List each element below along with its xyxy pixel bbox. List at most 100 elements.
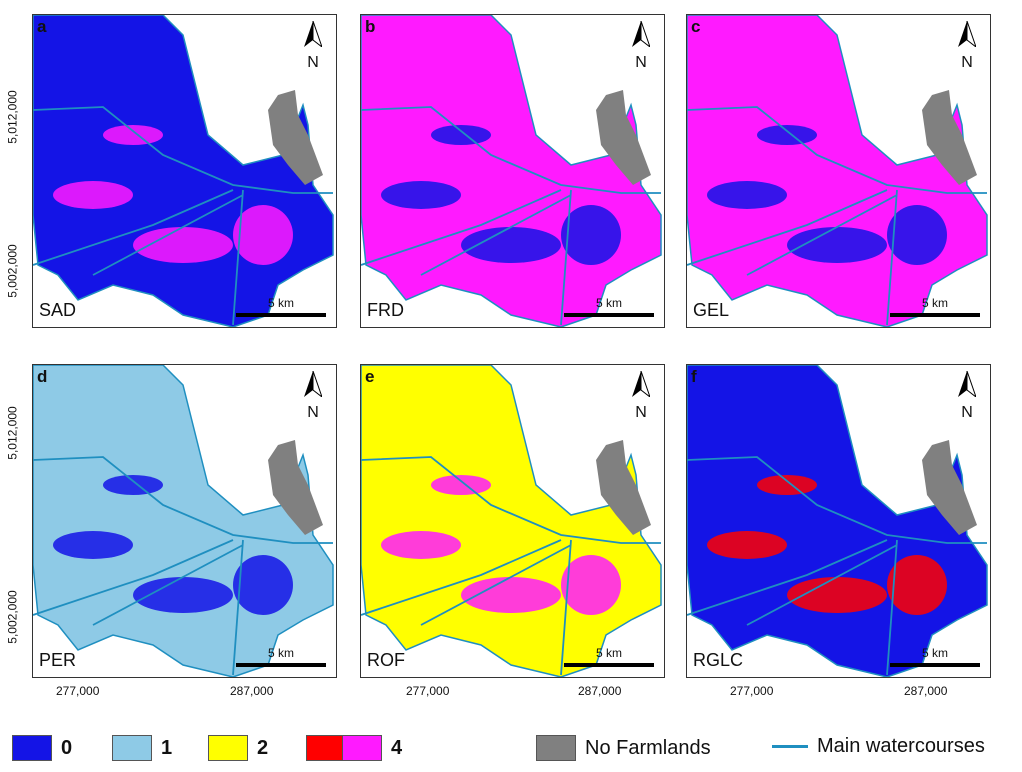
watercourse-lines <box>361 456 661 676</box>
panel-code: SAD <box>39 300 77 320</box>
y-tick-label-bottom-2: 5,002,000 <box>5 590 20 644</box>
watercourse-lines <box>33 106 333 326</box>
legend-swatch-0 <box>12 735 52 761</box>
class-patch-2 <box>887 205 947 265</box>
scale-bar: 5 km <box>236 646 326 667</box>
legend-swatch-no-farmlands <box>536 735 576 761</box>
panel-letter: a <box>37 17 47 36</box>
land-area <box>33 365 334 677</box>
legend-label-1: 1 <box>161 736 173 759</box>
legend-swatch-4 <box>342 735 382 761</box>
class-patch-2 <box>233 205 293 265</box>
panel-code: ROF <box>367 650 405 670</box>
class-patch-2 <box>887 555 947 615</box>
legend-class-0: 0 <box>12 735 72 761</box>
north-arrow-icon: N <box>628 370 654 422</box>
panel-code: GEL <box>693 300 730 320</box>
class-patch-0 <box>381 181 461 209</box>
x-tick-label-f-2: 287,000 <box>904 684 948 698</box>
class-patch-0 <box>53 181 133 209</box>
map-panel-a: a SAD N 5 km <box>32 14 337 328</box>
scale-bar: 5 km <box>564 646 654 667</box>
legend-label-4: 4 <box>391 736 403 759</box>
map-panel-c: c GEL N 5 km <box>686 14 991 328</box>
watercourse-lines <box>361 106 661 326</box>
class-patch-3 <box>757 125 817 145</box>
no-farmland-area <box>268 440 323 535</box>
class-patch-3 <box>103 475 163 495</box>
legend-label-2: 2 <box>257 736 269 759</box>
class-patch-0 <box>53 531 133 559</box>
legend-no-farmlands: No Farmlands <box>536 735 711 761</box>
legend-swatch-1 <box>112 735 152 761</box>
legend-class-1: 1 <box>112 735 172 761</box>
watercourse-lines <box>687 106 987 326</box>
north-arrow-icon: N <box>300 370 326 422</box>
scale-bar: 5 km <box>236 296 326 317</box>
legend-class-4b: 4 <box>342 735 402 761</box>
y-tick-label-top-1: 5,012,000 <box>5 90 20 144</box>
no-farmland-area <box>596 440 651 535</box>
map-svg <box>687 365 988 677</box>
panel-code: RGLC <box>693 650 744 670</box>
land-area <box>361 365 662 677</box>
legend-swatch-3 <box>306 735 346 761</box>
legend-class-2: 2 <box>208 735 268 761</box>
no-farmland-area <box>922 90 977 185</box>
y-tick-label-bottom-1: 5,002,000 <box>5 244 20 298</box>
x-tick-label-d-2: 287,000 <box>230 684 274 698</box>
watercourse-lines <box>687 456 987 676</box>
panel-code: PER <box>39 650 77 670</box>
watercourse-lines <box>33 456 333 676</box>
map-panel-b: b FRD N 5 km <box>360 14 665 328</box>
north-arrow-icon: N <box>300 20 326 72</box>
class-patch-0 <box>381 531 461 559</box>
x-tick-label-d-1: 277,000 <box>56 684 100 698</box>
land-area <box>33 15 334 327</box>
no-farmland-area <box>268 90 323 185</box>
x-tick-label-e-1: 277,000 <box>406 684 450 698</box>
legend-line-watercourses <box>772 745 808 748</box>
class-patch-1 <box>133 577 233 613</box>
legend-swatch-2 <box>208 735 248 761</box>
legend-label-watercourses: Main watercourses <box>817 735 985 757</box>
map-svg <box>687 15 988 327</box>
north-arrow-icon: N <box>954 370 980 422</box>
map-svg <box>33 365 334 677</box>
class-patch-1 <box>461 577 561 613</box>
x-tick-label-e-2: 287,000 <box>578 684 622 698</box>
no-farmland-area <box>596 90 651 185</box>
map-svg <box>361 15 662 327</box>
land-area <box>687 365 988 677</box>
north-arrow-icon: N <box>628 20 654 72</box>
map-panel-d: d PER N 5 km <box>32 364 337 678</box>
class-patch-0 <box>707 181 787 209</box>
panel-letter: c <box>691 17 701 36</box>
land-area <box>687 15 988 327</box>
land-area <box>361 15 662 327</box>
class-patch-1 <box>133 227 233 263</box>
x-tick-label-f-1: 277,000 <box>730 684 774 698</box>
class-patch-2 <box>233 555 293 615</box>
y-tick-label-top-2: 5,012,000 <box>5 406 20 460</box>
map-panel-f: f RGLC N 5 km <box>686 364 991 678</box>
legend-watercourses: Main watercourses <box>772 735 985 758</box>
class-patch-2 <box>561 205 621 265</box>
panel-letter: b <box>365 17 376 36</box>
class-patch-3 <box>757 475 817 495</box>
panel-letter: f <box>691 367 697 386</box>
no-farmland-area <box>922 440 977 535</box>
class-patch-3 <box>431 125 491 145</box>
north-arrow-icon: N <box>954 20 980 72</box>
class-patch-3 <box>103 125 163 145</box>
legend-label-no-farmlands: No Farmlands <box>585 736 711 759</box>
panel-letter: d <box>37 367 48 386</box>
map-svg <box>33 15 334 327</box>
scale-bar: 5 km <box>564 296 654 317</box>
class-patch-2 <box>561 555 621 615</box>
map-svg <box>361 365 662 677</box>
class-patch-1 <box>787 227 887 263</box>
class-patch-1 <box>461 227 561 263</box>
class-patch-0 <box>707 531 787 559</box>
panel-letter: e <box>365 367 375 386</box>
